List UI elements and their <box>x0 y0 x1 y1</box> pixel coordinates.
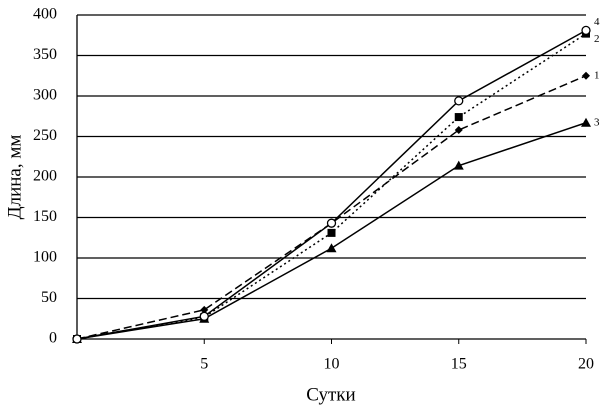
chart: Сутки Длина, мм 0 50 100 150 200 250 300 350 400… <box>0 0 606 412</box>
marker <box>582 72 590 80</box>
series-label: 4 <box>594 16 600 28</box>
marker <box>200 312 208 320</box>
x-tick-label: 5 <box>200 356 208 373</box>
y-tick-label: 400 <box>33 6 57 23</box>
y-tick-label: 0 <box>49 330 57 347</box>
marker <box>455 97 463 105</box>
series-label: 3 <box>594 116 600 128</box>
marker <box>328 219 336 227</box>
x-axis-label: Сутки <box>306 384 355 405</box>
x-tick-label: 20 <box>578 356 594 373</box>
marker <box>582 26 590 34</box>
marker <box>73 335 81 343</box>
series-label: 2 <box>594 33 600 45</box>
y-tick-label: 250 <box>33 127 57 144</box>
series-line <box>77 34 586 339</box>
marker <box>327 243 337 252</box>
x-tick-label: 15 <box>451 356 467 373</box>
y-tick-label: 300 <box>33 87 57 104</box>
y-tick-label: 50 <box>41 289 57 306</box>
marker <box>455 113 463 121</box>
y-axis-label: Длина, мм <box>4 135 25 220</box>
y-tick-label: 200 <box>33 168 57 185</box>
x-tick-label: 10 <box>324 356 340 373</box>
y-tick-label: 100 <box>33 249 57 266</box>
marker <box>328 229 336 237</box>
series-label: 1 <box>594 69 600 81</box>
marker <box>581 118 591 127</box>
y-tick-label: 350 <box>33 46 57 63</box>
series-line <box>77 76 586 339</box>
series-line <box>77 30 586 339</box>
y-tick-label: 150 <box>33 208 57 225</box>
